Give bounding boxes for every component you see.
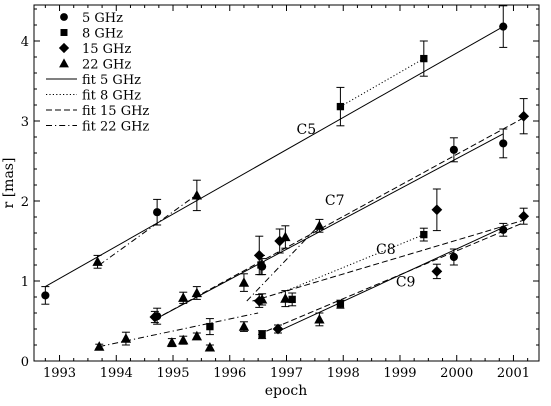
point-diamond	[272, 323, 284, 335]
point-diamond	[431, 266, 443, 277]
fit-line-solid	[45, 26, 504, 288]
x-tick-label: 1994	[100, 366, 133, 381]
fit-line-dashdot	[99, 194, 198, 266]
point-triangle	[92, 256, 103, 266]
point-square	[420, 54, 428, 63]
x-tick-label: 2000	[440, 366, 473, 381]
x-tick-label: 1998	[327, 366, 360, 381]
legend-marker-triangle	[59, 58, 69, 68]
point-triangle	[314, 313, 325, 324]
point-diamond	[518, 210, 530, 222]
y-axis-label: r [mas]	[1, 158, 17, 209]
x-tick-label: 1993	[43, 366, 76, 381]
x-axis-label: epoch	[265, 383, 308, 399]
point-triangle	[314, 220, 325, 230]
label-c5: C5	[297, 122, 317, 138]
point-circle	[499, 139, 508, 148]
point-circle	[153, 208, 162, 217]
fit-line-dashed	[257, 222, 524, 336]
axis-ticks: 1993 1994 1995 1996 1997 1998 1999 2000 2001 0 1 2 3…	[21, 5, 539, 381]
fit-line-solid	[277, 226, 504, 332]
point-circle	[41, 291, 50, 300]
legend-marker-diamond	[58, 42, 70, 54]
point-triangle	[204, 341, 216, 352]
y-tick-label: 4	[21, 35, 29, 50]
point-diamond	[518, 110, 530, 122]
point-triangle	[120, 333, 132, 343]
point-triangle	[256, 293, 268, 304]
point-triangle	[166, 337, 178, 347]
point-triangle	[178, 292, 189, 302]
point-triangle	[280, 231, 291, 242]
y-tick-label: 2	[21, 195, 29, 210]
x-tick-label: 1997	[270, 366, 303, 381]
fit-line-dashed	[252, 219, 524, 302]
label-c7: C7	[325, 193, 345, 209]
legend-label: fit 8 GHz	[82, 89, 141, 104]
point-triangle	[94, 341, 105, 351]
fit-line-dotted	[340, 58, 425, 108]
component-labels: C5 C7 C8 C9	[297, 122, 416, 291]
fit-line-solid	[154, 133, 504, 320]
point-triangle	[191, 189, 203, 200]
x-tick-label: 1999	[383, 366, 416, 381]
legend-label: fit 5 GHz	[82, 73, 141, 88]
point-square	[420, 230, 428, 239]
point-diamond	[431, 204, 443, 216]
legend-marker-square	[60, 29, 68, 36]
point-triangle	[191, 330, 203, 341]
point-circle	[449, 145, 458, 154]
point-triangle	[238, 277, 250, 287]
point-triangle	[280, 293, 291, 303]
point-square	[257, 261, 265, 269]
point-triangle	[238, 321, 250, 331]
point-circle	[499, 225, 508, 234]
point-circle	[449, 252, 458, 262]
y-tick-label: 1	[21, 275, 29, 290]
point-diamond	[149, 311, 161, 323]
point-square	[288, 295, 296, 304]
point-triangle	[191, 287, 203, 298]
point-square	[336, 300, 345, 308]
point-triangle	[178, 334, 189, 345]
point-square	[336, 102, 345, 111]
y-tick-label: 0	[21, 355, 29, 370]
data-points	[41, 22, 530, 352]
point-diamond	[253, 250, 265, 261]
point-circle	[499, 22, 508, 31]
label-c9: C9	[396, 275, 416, 291]
fit-line-dashdot	[246, 224, 320, 302]
legend-label: 5 GHz	[82, 11, 123, 26]
fit-line-dashed	[154, 117, 524, 320]
legend-label: fit 15 GHz	[82, 104, 149, 119]
x-tick-label: 1996	[213, 366, 246, 381]
legend-marker-circle	[60, 13, 68, 21]
legend-label: 15 GHz	[82, 42, 131, 57]
point-square	[258, 330, 266, 339]
legend-label: 8 GHz	[82, 27, 123, 42]
legend-label: fit 22 GHz	[82, 120, 149, 135]
x-tick-label: 2001	[497, 366, 530, 381]
label-c8: C8	[376, 242, 396, 258]
x-tick-label: 1995	[156, 366, 189, 381]
legend-label: 22 GHz	[82, 58, 131, 73]
y-tick-label: 3	[21, 115, 29, 130]
point-square	[206, 322, 214, 331]
